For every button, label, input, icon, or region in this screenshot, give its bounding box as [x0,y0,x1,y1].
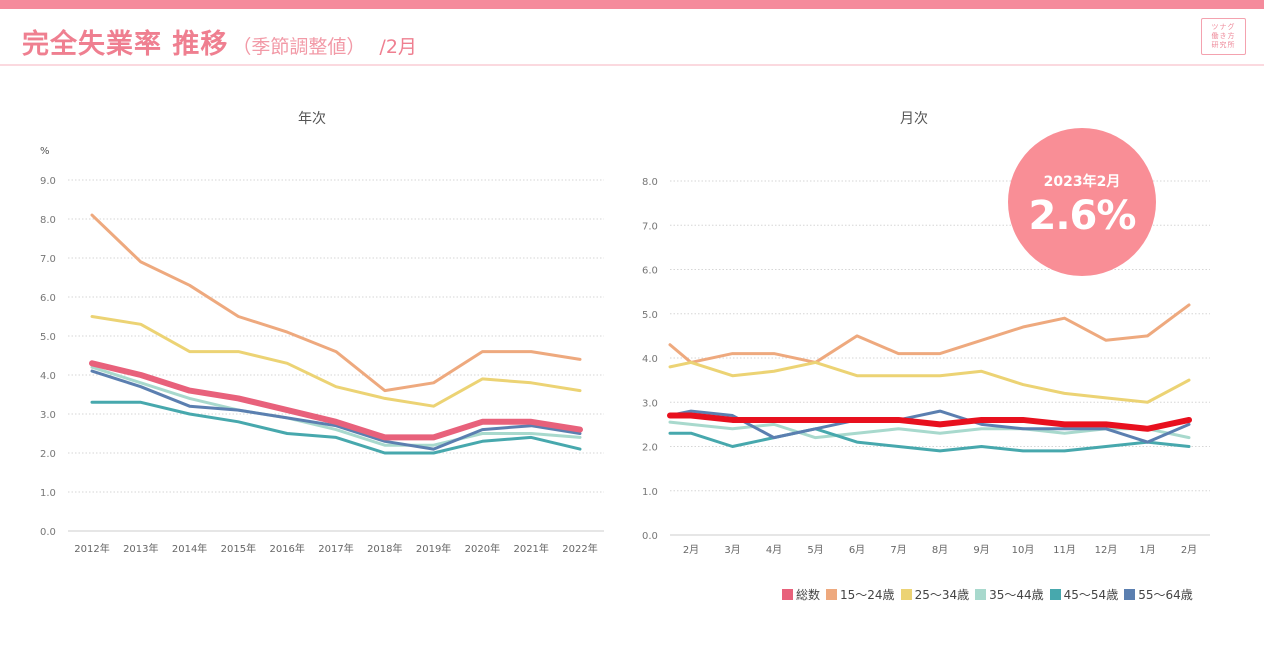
x-tick-label: 2012年 [74,542,109,555]
y-tick-label: 3.0 [40,410,56,421]
x-tick-label: 8月 [932,544,948,556]
title-month: /2月 [379,36,417,58]
legend-label: 15〜24歳 [840,588,895,602]
series-line-annual-3 [90,400,582,455]
legend-swatch [1049,589,1061,600]
monthly-line-chart: 0.0 1.0 2.0 3.0 4.0 5.0 6.0 7.0 8.0 2月 3月 4月 5月 6月 7月 8… [642,177,1210,556]
badge-label: 2023年2月 [1043,174,1121,190]
legend-swatch [975,589,987,600]
legend-swatch [826,589,838,600]
x-tick-label: 12月 [1095,544,1118,556]
x-tick-label: 7月 [890,544,906,556]
title-divider [0,64,1264,66]
series-line-annual-5 [89,360,583,441]
legend-swatch [900,589,912,600]
x-tick-label: 2014年 [172,542,207,555]
x-tick-label: 4月 [766,544,782,556]
x-tick-label: 11月 [1053,544,1076,556]
x-tick-label: 2021年 [513,542,548,555]
y-tick-label: 9.0 [40,176,56,187]
legend-item: 25〜34歳 [900,586,970,603]
title-main: 完全失業率 推移 [22,29,229,60]
badge-value: 2.6% [1028,193,1137,239]
y-tick-label: 1.0 [642,487,658,498]
title-subtitle: （季節調整値） [232,36,366,58]
logo-line-2: 働き方 [1211,32,1236,40]
legend-item: 35〜44歳 [975,586,1044,603]
legend-label: 25〜34歳 [914,588,970,602]
legend-item: 15〜24歳 [826,586,895,603]
logo-line-3: 研究所 [1211,41,1236,49]
legend-item: 55〜64歳 [1124,586,1193,603]
legend-label: 35〜44歳 [989,588,1044,602]
legend-swatch [782,589,793,600]
x-tick-label: 2月 [1181,544,1197,556]
series-line-monthly-0 [668,303,1191,364]
legend-swatch [1124,589,1136,600]
legend-item: 45〜54歳 [1049,586,1119,603]
x-tick-label: 2013年 [123,542,158,555]
y-tick-label: 6.0 [40,293,56,304]
y-tick-label: 8.0 [40,215,56,226]
x-tick-label: 2016年 [269,542,304,555]
y-tick-label: 2.0 [40,449,56,460]
x-tick-label: 2018年 [367,542,402,555]
brand-logo: ツナグ 働き方 研究所 [1201,18,1246,55]
logo-line-1: ツナグ [1211,23,1236,31]
x-tick-label: 2017年 [318,542,353,555]
y-tick-label: 5.0 [40,332,56,343]
legend-label: 総数 [796,588,821,602]
x-tick-label: 2019年 [416,542,451,555]
series-line-annual-1 [90,315,582,408]
x-tick-label: 10月 [1012,544,1035,556]
y-tick-label: 1.0 [40,488,56,499]
monthly-chart-title: 月次 [900,111,928,127]
x-tick-label: 6月 [849,544,865,556]
y-tick-label: 4.0 [642,354,658,365]
y-axis-unit: % [40,146,50,157]
y-tick-label: 0.0 [642,531,658,542]
y-tick-label: 8.0 [642,177,658,188]
legend-label: 45〜54歳 [1063,588,1119,602]
y-tick-label: 6.0 [642,266,658,277]
x-tick-label: 2015年 [221,542,256,555]
legend-label: 55〜64歳 [1138,588,1193,602]
series-line-annual-0 [90,213,582,393]
x-tick-label: 2022年 [562,542,597,555]
series-line-monthly-1 [668,360,1191,404]
x-tick-label: 3月 [724,544,740,556]
legend-item: 総数 [782,586,820,603]
annual-line-chart: 0.0 1.0 2.0 3.0 4.0 5.0 6.0 7.0 8.0 9.0% 2012年 2013… [40,146,604,555]
series-line-annual-4 [90,369,582,451]
series-line-monthly-3 [668,427,1191,453]
series-line-monthly-5 [667,412,1192,432]
y-tick-label: 7.0 [642,221,658,232]
x-tick-label: 1月 [1139,544,1155,556]
y-tick-label: 0.0 [40,527,56,538]
y-tick-label: 7.0 [40,254,56,265]
top-accent-bar [0,0,1264,9]
annual-chart-title: 年次 [298,111,326,127]
y-tick-label: 4.0 [40,371,56,382]
x-tick-label: 2月 [683,544,699,556]
y-tick-label: 3.0 [642,398,658,409]
x-tick-label: 9月 [973,544,989,556]
page-title: 完全失業率 推移 （季節調整値） /2月 [22,22,417,62]
series-line-annual-2 [90,365,582,447]
y-tick-label: 5.0 [642,310,658,321]
latest-rate-badge: 2023年2月 2.6% [1008,128,1156,276]
x-tick-label: 5月 [807,544,823,556]
chart-legend: 総数 15〜24歳 25〜34歳 35〜44歳 45〜54歳 55〜64歳 [782,586,1199,603]
y-tick-label: 2.0 [642,443,658,454]
x-tick-label: 2020年 [465,542,500,555]
